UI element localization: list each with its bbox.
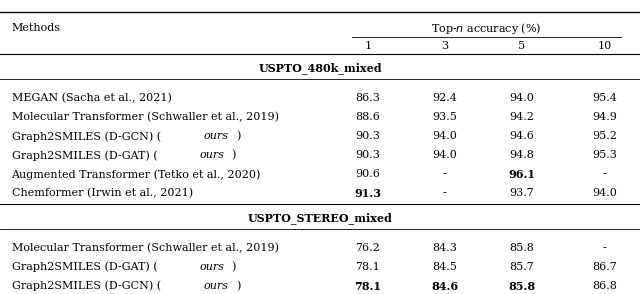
Text: ours: ours <box>200 150 225 160</box>
Text: 92.4: 92.4 <box>433 93 457 103</box>
Text: 78.1: 78.1 <box>356 262 380 272</box>
Text: 88.6: 88.6 <box>356 112 380 122</box>
Text: Top-$n$ accuracy (%): Top-$n$ accuracy (%) <box>431 21 541 36</box>
Text: 10: 10 <box>598 41 612 51</box>
Text: ours: ours <box>200 262 225 272</box>
Text: 85.8: 85.8 <box>509 243 534 253</box>
Text: 1: 1 <box>364 41 372 51</box>
Text: ): ) <box>232 262 236 272</box>
Text: 85.8: 85.8 <box>508 281 535 292</box>
Text: 94.0: 94.0 <box>593 188 617 198</box>
Text: -: - <box>443 188 447 198</box>
Text: 94.9: 94.9 <box>593 112 617 122</box>
Text: 95.4: 95.4 <box>593 93 617 103</box>
Text: ours: ours <box>204 131 229 141</box>
Text: 96.1: 96.1 <box>508 169 535 180</box>
Text: USPTO_STEREO_mixed: USPTO_STEREO_mixed <box>248 212 392 224</box>
Text: MEGAN (Sacha et al., 2021): MEGAN (Sacha et al., 2021) <box>12 93 172 103</box>
Text: 86.3: 86.3 <box>356 93 380 103</box>
Text: Augmented Transformer (Tetko et al., 2020): Augmented Transformer (Tetko et al., 202… <box>12 169 261 180</box>
Text: 86.8: 86.8 <box>593 281 617 291</box>
Text: 84.3: 84.3 <box>433 243 457 253</box>
Text: 90.3: 90.3 <box>356 131 380 141</box>
Text: ours: ours <box>204 281 229 291</box>
Text: -: - <box>443 169 447 179</box>
Text: 94.8: 94.8 <box>509 150 534 160</box>
Text: 90.3: 90.3 <box>356 150 380 160</box>
Text: Graph2SMILES (D-GAT) (: Graph2SMILES (D-GAT) ( <box>12 150 157 161</box>
Text: 93.7: 93.7 <box>509 188 534 198</box>
Text: 94.0: 94.0 <box>433 131 457 141</box>
Text: 90.6: 90.6 <box>356 169 380 179</box>
Text: 94.2: 94.2 <box>509 112 534 122</box>
Text: -: - <box>603 169 607 179</box>
Text: 94.0: 94.0 <box>509 93 534 103</box>
Text: Molecular Transformer (Schwaller et al., 2019): Molecular Transformer (Schwaller et al.,… <box>12 112 278 122</box>
Text: Methods: Methods <box>12 23 61 33</box>
Text: USPTO_480k_mixed: USPTO_480k_mixed <box>258 62 382 74</box>
Text: ): ) <box>232 150 236 161</box>
Text: Molecular Transformer (Schwaller et al., 2019): Molecular Transformer (Schwaller et al.,… <box>12 243 278 253</box>
Text: 84.6: 84.6 <box>431 281 458 292</box>
Text: 94.0: 94.0 <box>433 150 457 160</box>
Text: 3: 3 <box>441 41 449 51</box>
Text: ): ) <box>236 281 241 291</box>
Text: 86.7: 86.7 <box>593 262 617 272</box>
Text: ): ) <box>236 131 241 141</box>
Text: 76.2: 76.2 <box>356 243 380 253</box>
Text: -: - <box>603 243 607 253</box>
Text: 95.2: 95.2 <box>593 131 617 141</box>
Text: Graph2SMILES (D-GCN) (: Graph2SMILES (D-GCN) ( <box>12 281 161 291</box>
Text: Graph2SMILES (D-GCN) (: Graph2SMILES (D-GCN) ( <box>12 131 161 141</box>
Text: 5: 5 <box>518 41 525 51</box>
Text: 94.6: 94.6 <box>509 131 534 141</box>
Text: Graph2SMILES (D-GAT) (: Graph2SMILES (D-GAT) ( <box>12 262 157 273</box>
Text: 85.7: 85.7 <box>509 262 534 272</box>
Text: 78.1: 78.1 <box>355 281 381 292</box>
Text: 84.5: 84.5 <box>433 262 457 272</box>
Text: 93.5: 93.5 <box>433 112 457 122</box>
Text: 95.3: 95.3 <box>593 150 617 160</box>
Text: 91.3: 91.3 <box>355 188 381 199</box>
Text: Chemformer (Irwin et al., 2021): Chemformer (Irwin et al., 2021) <box>12 188 193 198</box>
